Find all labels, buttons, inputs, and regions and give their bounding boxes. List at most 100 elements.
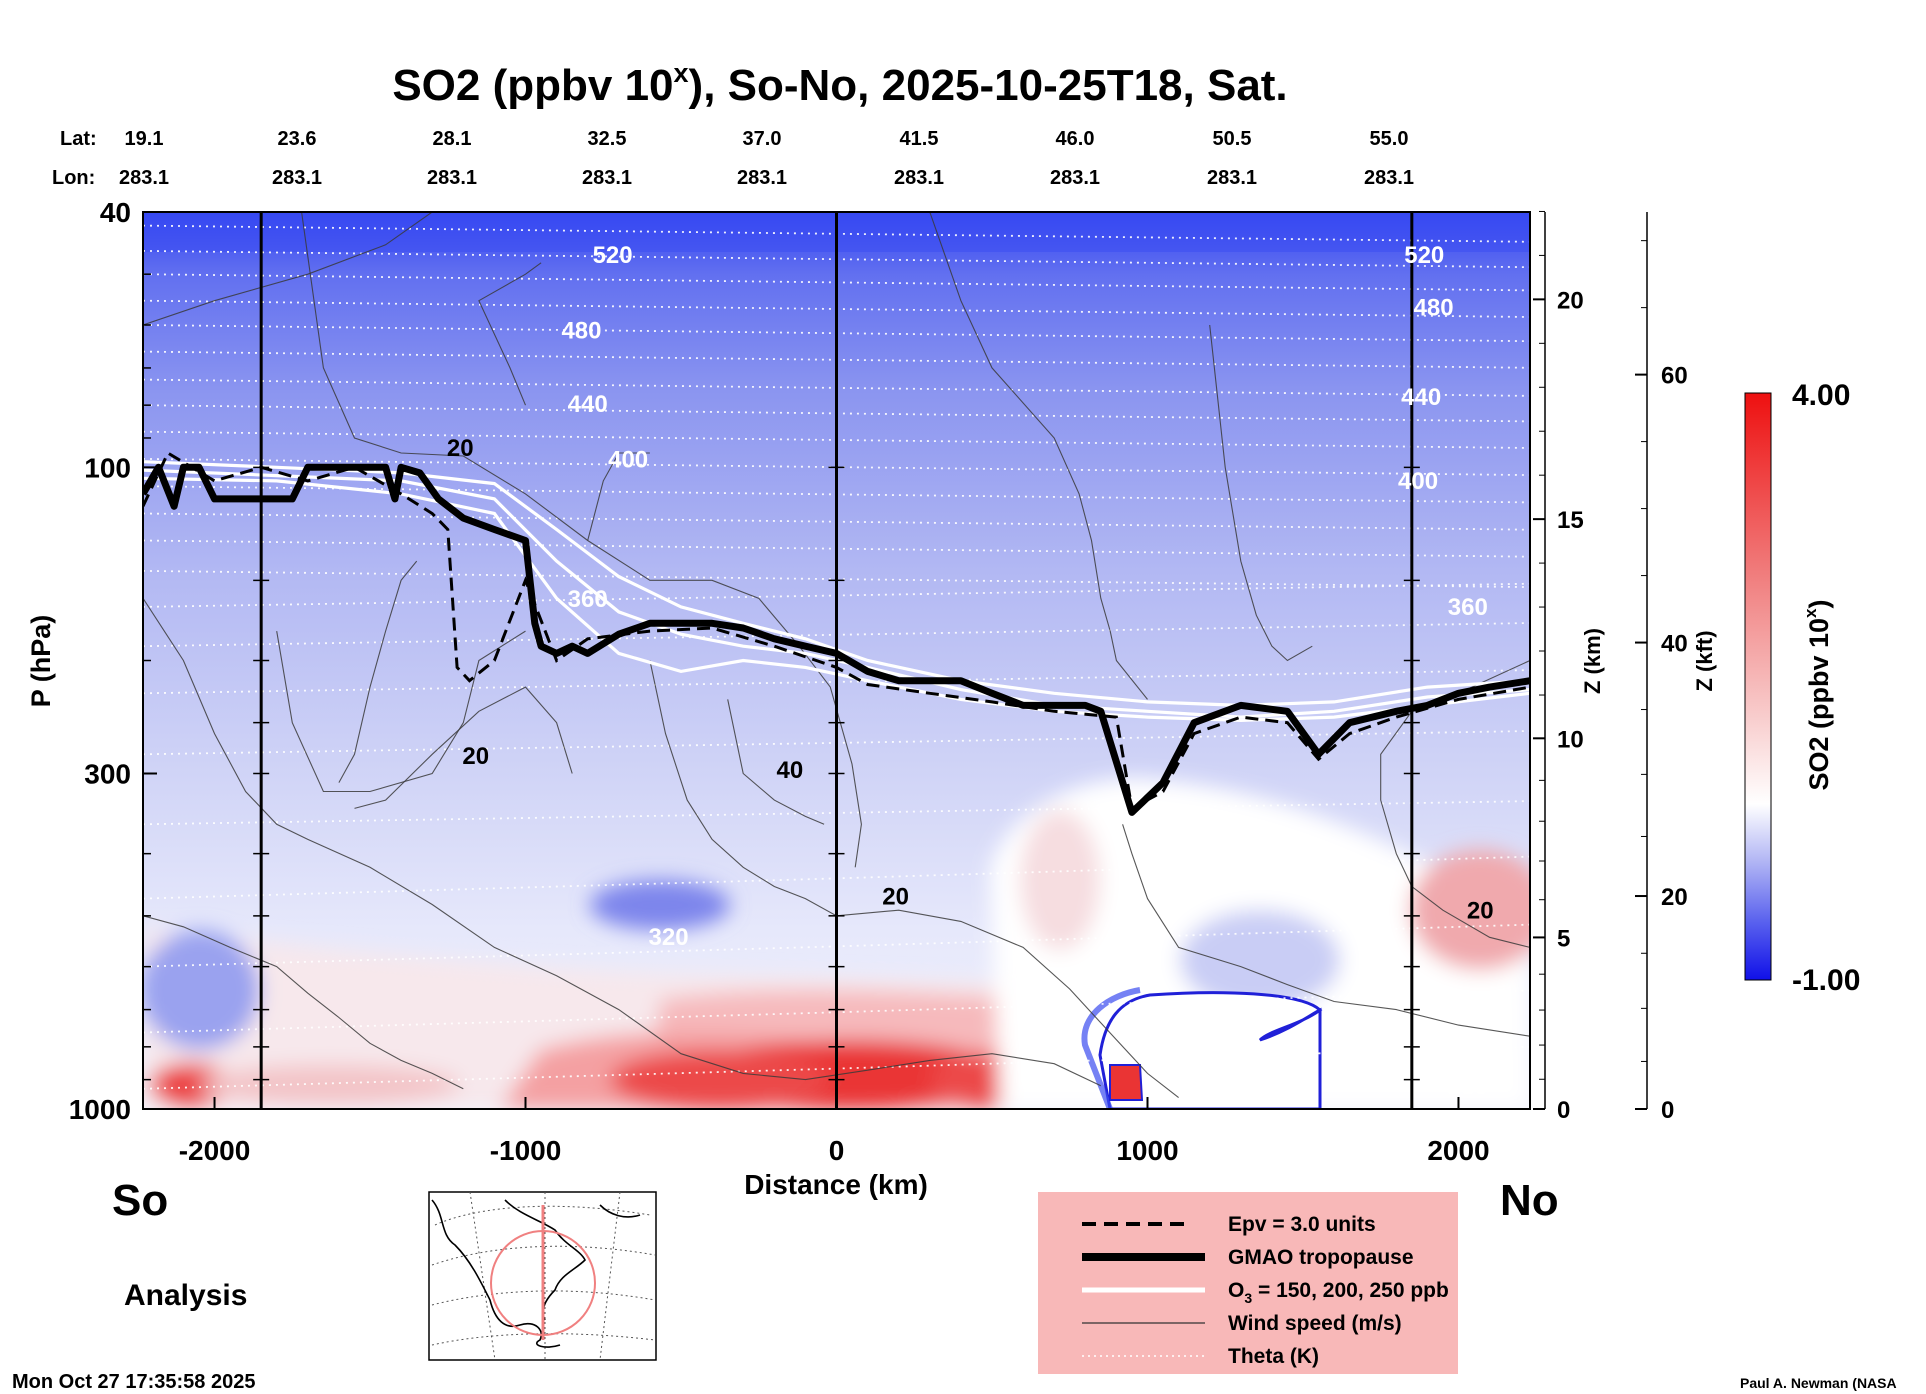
legend-ozone-label: O3 = 150, 200, 250 ppb bbox=[1228, 1279, 1449, 1306]
ozone-contour-line bbox=[143, 460, 1530, 708]
lat-value: 55.0 bbox=[1370, 128, 1409, 150]
wind-contour-line bbox=[143, 598, 1102, 1087]
so2-pink-left bbox=[200, 1065, 460, 1105]
theta-label: 480 bbox=[1414, 295, 1454, 322]
tropopause-path bbox=[143, 463, 1530, 816]
so2-red-square bbox=[1109, 1064, 1144, 1101]
heatmap-field: 520 480 440 400 360 320 520 480 440 400 360 280 20 20… bbox=[143, 212, 1530, 1109]
contour-labels: 520 480 440 400 360 320 520 480 440 400 360 280 20 20… bbox=[447, 242, 1494, 1101]
map-coastlines bbox=[431, 1199, 641, 1348]
ozone-contours bbox=[143, 460, 1530, 723]
lon-value: 283.1 bbox=[427, 167, 477, 189]
z-kft-tick-label: 40 bbox=[1661, 631, 1688, 658]
z-km-tick-label: 15 bbox=[1557, 507, 1584, 534]
section-lines bbox=[253, 212, 1420, 1109]
x-tick-label: -1000 bbox=[490, 1135, 562, 1166]
y-axis-title: P (hPa) bbox=[26, 615, 56, 708]
p-tick-label: 300 bbox=[84, 758, 131, 789]
theta-label: 400 bbox=[1398, 468, 1438, 495]
lon-value: 283.1 bbox=[1050, 167, 1100, 189]
z-kft-axis-title: Z (kft) bbox=[1692, 630, 1717, 691]
colorbar-max-label: 4.00 bbox=[1792, 379, 1850, 412]
wind-label: 20 bbox=[462, 743, 489, 770]
wind-contour-line bbox=[143, 915, 464, 1090]
lat-value: 50.5 bbox=[1213, 128, 1252, 150]
so2-blue-pocket bbox=[590, 880, 730, 930]
lat-value: 46.0 bbox=[1056, 128, 1095, 150]
x-tick-label: 0 bbox=[829, 1135, 845, 1166]
ozone-contour-line bbox=[143, 476, 1530, 723]
lat-value: 41.5 bbox=[900, 128, 939, 150]
colorbar-min-label: -1.00 bbox=[1792, 964, 1860, 997]
tropopause-line bbox=[143, 463, 1530, 816]
map-graticule bbox=[469, 1192, 621, 1360]
so2-red-left-edge bbox=[150, 1063, 230, 1107]
lat-value: 19.1 bbox=[125, 128, 164, 150]
lon-value: 283.1 bbox=[582, 167, 632, 189]
lat-value: 23.6 bbox=[278, 128, 317, 150]
lon-label: Lon: bbox=[52, 167, 95, 189]
legend-epv-label: Epv = 3.0 units bbox=[1228, 1213, 1376, 1236]
lat-value: 28.1 bbox=[433, 128, 472, 150]
legend-wind-label: Wind speed (m/s) bbox=[1228, 1312, 1402, 1335]
latitude-row: 19.1 23.6 28.1 32.5 37.0 41.5 46.0 50.5 55.0 bbox=[125, 128, 1409, 150]
so2-blue-sw bbox=[143, 930, 260, 1050]
wind-contour-line bbox=[276, 630, 526, 793]
z-km-tick-label: 20 bbox=[1557, 287, 1584, 314]
z-kft-tick-label: 20 bbox=[1661, 884, 1688, 911]
wind-contour-line bbox=[143, 212, 433, 326]
z-km-tick-label: 5 bbox=[1557, 925, 1570, 952]
wind-contour-line bbox=[338, 560, 418, 783]
longitude-row: 283.1 283.1 283.1 283.1 283.1 283.1 283.1 283.1… bbox=[119, 167, 1414, 189]
theta-label: 440 bbox=[568, 391, 608, 418]
analysis-label: Analysis bbox=[124, 1279, 247, 1312]
legend-tropopause-label: GMAO tropopause bbox=[1228, 1246, 1414, 1269]
wind-label: 20 bbox=[1467, 898, 1494, 925]
axes: -2000 -1000 0 1000 2000 40 100 300 1000 0 5 10 15 20 0… bbox=[69, 197, 1688, 1166]
z-kft-tick-label: 0 bbox=[1661, 1097, 1674, 1124]
z-km-tick-label: 0 bbox=[1557, 1097, 1570, 1124]
north-end-label: No bbox=[1500, 1176, 1559, 1225]
epv-contour-line bbox=[143, 450, 1530, 811]
theta-label: 400 bbox=[608, 446, 648, 473]
wind-contour-line bbox=[929, 212, 1148, 700]
credit: Paul A. Newman (NASA bbox=[1740, 1375, 1897, 1391]
chart-title: SO2 (ppbv 10x), So-No, 2025-10-25T18, Sa… bbox=[392, 58, 1287, 110]
z-km-tick-label: 10 bbox=[1557, 726, 1584, 753]
theta-label: 280 bbox=[1448, 1074, 1488, 1101]
colorbar bbox=[1744, 392, 1772, 981]
lat-value: 37.0 bbox=[743, 128, 782, 150]
theta-label: 320 bbox=[649, 924, 689, 951]
ozone-contour-line bbox=[143, 468, 1530, 719]
wind-label: 20 bbox=[882, 883, 909, 910]
so2-blue-n-mid bbox=[1180, 910, 1340, 1010]
wind-speed-contours bbox=[143, 212, 1530, 1099]
x-axis-title: Distance (km) bbox=[744, 1169, 928, 1200]
theta-label: 360 bbox=[1448, 594, 1488, 621]
wind-contour-line bbox=[1209, 324, 1313, 662]
wind-label: 40 bbox=[777, 757, 804, 784]
lat-value: 32.5 bbox=[588, 128, 627, 150]
lat-label: Lat: bbox=[60, 128, 97, 150]
lon-value: 283.1 bbox=[119, 167, 169, 189]
theta-label: 520 bbox=[1404, 242, 1444, 269]
z-km-axis-title: Z (km) bbox=[1580, 628, 1605, 694]
legend-theta-label: Theta (K) bbox=[1228, 1345, 1319, 1368]
lon-value: 283.1 bbox=[1364, 167, 1414, 189]
lon-value: 283.1 bbox=[894, 167, 944, 189]
lon-value: 283.1 bbox=[737, 167, 787, 189]
p-tick-label: 100 bbox=[84, 452, 131, 483]
epv-contour bbox=[143, 450, 1530, 811]
theta-label: 360 bbox=[568, 586, 608, 613]
wind-label: 20 bbox=[447, 435, 474, 462]
colorbar-title: SO2 (ppbv 10x) bbox=[1801, 599, 1834, 790]
theta-label: 440 bbox=[1401, 384, 1441, 411]
inset-map bbox=[428, 1191, 657, 1361]
p-tick-label: 1000 bbox=[69, 1094, 131, 1125]
south-end-label: So bbox=[112, 1176, 168, 1225]
so2-red-core-2 bbox=[610, 1050, 830, 1109]
wind-contour-line bbox=[478, 262, 542, 406]
x-tick-label: 1000 bbox=[1116, 1135, 1178, 1166]
theta-label: 480 bbox=[561, 318, 601, 345]
